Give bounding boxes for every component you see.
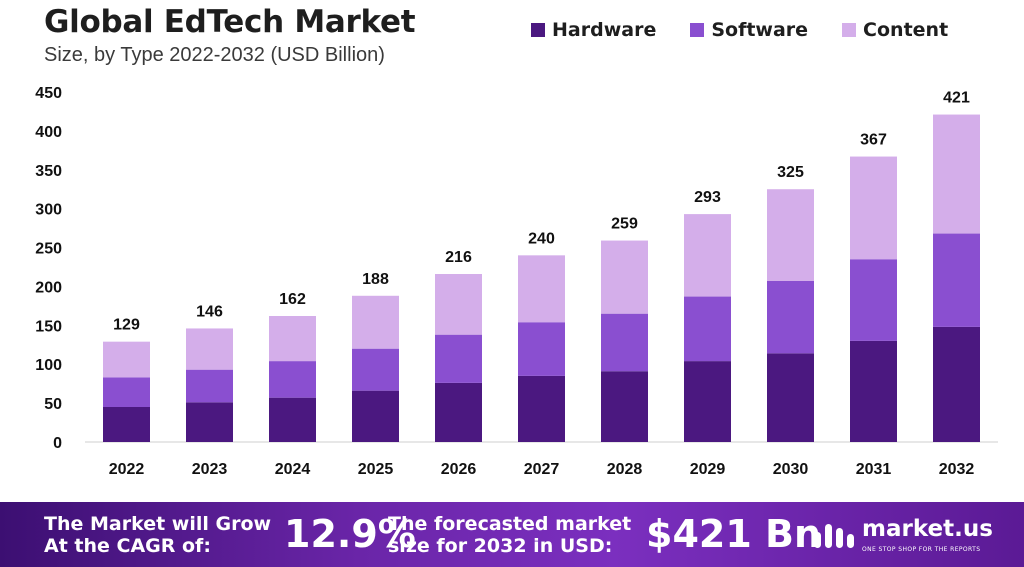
forecast-label-line2: size for 2032 in USD:	[388, 535, 631, 557]
x-tick-label: 2031	[856, 461, 892, 478]
y-tick-label: 350	[35, 163, 62, 180]
bar-segment-hardware	[684, 361, 731, 442]
bar-total-label: 162	[279, 291, 306, 308]
y-tick-label: 50	[44, 396, 62, 413]
x-tick-label: 2027	[524, 461, 560, 478]
y-tick-label: 450	[35, 85, 62, 102]
forecast-label-line1: The forecasted market	[388, 513, 631, 535]
x-tick-label: 2030	[773, 461, 809, 478]
bar-segment-content	[103, 342, 150, 378]
bar-total-label: 216	[445, 249, 472, 266]
bar-segment-software	[601, 314, 648, 372]
bar-segment-hardware	[518, 376, 565, 442]
x-tick-label: 2028	[607, 461, 643, 478]
summary-banner: The Market will Grow At the CAGR of: 12.…	[0, 502, 1024, 567]
bar-total-label: 421	[943, 90, 970, 107]
y-tick-label: 250	[35, 241, 62, 258]
stacked-bar-chart: 0 50 100 150 200 250 300 350 400 450 129 2022 146 202…	[0, 0, 1024, 500]
cagr-label-line2: At the CAGR of:	[44, 535, 271, 557]
brand-tagline: ONE STOP SHOP FOR THE REPORTS	[862, 546, 980, 553]
y-tick-label: 150	[35, 318, 62, 335]
y-tick-label: 300	[35, 202, 62, 219]
bar-segment-software	[186, 370, 233, 403]
bar-segment-software	[684, 297, 731, 362]
bar-segment-content	[352, 296, 399, 349]
bar-segment-hardware	[435, 383, 482, 442]
market-us-logo-icon	[812, 522, 856, 552]
bar-segment-content	[435, 274, 482, 335]
bar-total-label: 259	[611, 216, 638, 233]
x-tick-label: 2029	[690, 461, 726, 478]
bar-total-label: 146	[196, 303, 223, 320]
bar-segment-software	[767, 281, 814, 353]
x-tick-label: 2023	[192, 461, 228, 478]
forecast-value: $421 Bn	[646, 514, 821, 554]
bar-segment-software	[352, 349, 399, 391]
x-tick-label: 2032	[939, 461, 975, 478]
bar-segment-content	[850, 157, 897, 260]
bar-segment-software	[518, 322, 565, 376]
cagr-label: The Market will Grow At the CAGR of:	[44, 513, 271, 557]
y-tick-label: 0	[53, 435, 62, 452]
bar-segment-content	[933, 115, 980, 234]
bar-segment-hardware	[850, 341, 897, 442]
bar-segment-content	[186, 328, 233, 369]
bar-total-label: 367	[860, 132, 887, 149]
y-tick-label: 200	[35, 279, 62, 296]
bar-total-label: 293	[694, 189, 721, 206]
bar-segment-hardware	[186, 402, 233, 442]
bar-segment-hardware	[767, 353, 814, 442]
bar-segment-content	[518, 255, 565, 322]
bar-segment-hardware	[269, 398, 316, 442]
bar-segment-hardware	[352, 391, 399, 442]
forecast-label: The forecasted market size for 2032 in U…	[388, 513, 631, 557]
x-tick-label: 2025	[358, 461, 394, 478]
bar-segment-software	[269, 361, 316, 398]
bar-total-label: 325	[777, 164, 804, 181]
cagr-label-line1: The Market will Grow	[44, 513, 271, 535]
bar-total-label: 188	[362, 271, 389, 288]
bar-segment-hardware	[601, 371, 648, 442]
y-tick-label: 400	[35, 124, 62, 141]
bar-total-label: 129	[113, 317, 140, 334]
x-tick-label: 2024	[275, 461, 311, 478]
x-tick-label: 2022	[109, 461, 145, 478]
bar-segment-hardware	[933, 327, 980, 442]
bar-segment-hardware	[103, 407, 150, 442]
bar-segment-content	[767, 189, 814, 281]
bar-segment-content	[601, 241, 648, 314]
bar-segment-software	[435, 335, 482, 383]
bar-total-label: 240	[528, 230, 555, 247]
bar-segment-content	[269, 316, 316, 361]
bar-segment-software	[103, 377, 150, 407]
bar-segment-content	[684, 214, 731, 296]
x-tick-label: 2026	[441, 461, 477, 478]
brand-name: market.us	[862, 516, 993, 542]
bar-segment-software	[850, 259, 897, 341]
y-tick-label: 100	[35, 357, 62, 374]
bar-segment-software	[933, 234, 980, 327]
